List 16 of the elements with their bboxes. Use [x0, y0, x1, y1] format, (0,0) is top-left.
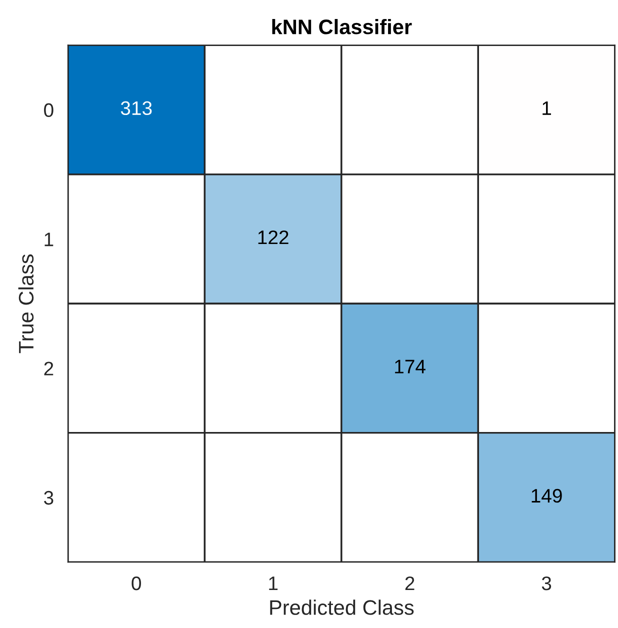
- chart-title: kNN Classifier: [272, 19, 412, 34]
- x-tick-label: 2: [405, 576, 414, 590]
- data-label: 122: [258, 230, 288, 244]
- data-label: 1: [542, 101, 551, 115]
- data-label: 149: [532, 488, 562, 503]
- data-label: 174: [395, 360, 426, 374]
- x-tick-label: 0: [132, 576, 141, 590]
- y-axis-title: True Class: [18, 254, 34, 354]
- data-label: 313: [120, 101, 152, 116]
- y-tick-label: 2: [44, 362, 54, 376]
- x-tick-label: 1: [269, 576, 278, 590]
- y-tick-label: 3: [44, 490, 54, 505]
- y-tick-label: 1: [44, 232, 54, 246]
- x-tick-label: 3: [542, 576, 552, 590]
- x-axis-title: Predicted Class: [270, 600, 414, 615]
- y-tick-label: 0: [44, 103, 54, 118]
